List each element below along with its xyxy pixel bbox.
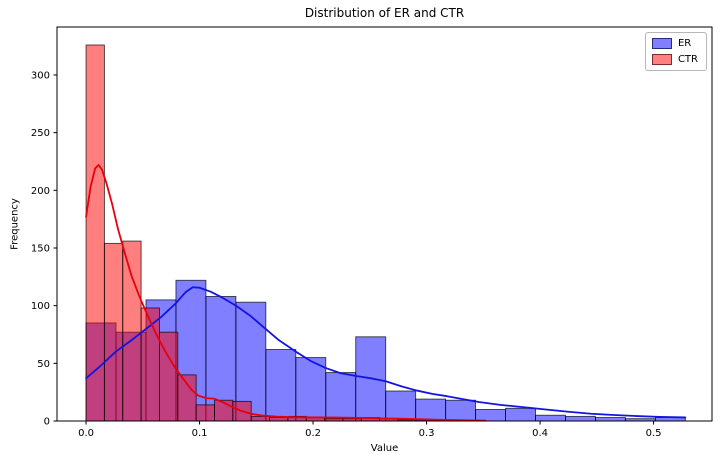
er-bar [415, 398, 447, 422]
axes-layer: 0.0 0.1 0.2 0.3 0.4 0.5 0 50 100 150 200 250 300 [31, 26, 713, 439]
er-bar [295, 357, 327, 422]
y-tick-label: 0 [44, 417, 50, 428]
er-bar [594, 417, 626, 422]
ctr-bar [195, 404, 215, 422]
ctr-bar [122, 240, 142, 422]
ctr-kde-curve [85, 164, 487, 422]
ctr-legend-swatch [651, 54, 672, 65]
er-bar [325, 372, 357, 422]
er-bar [505, 407, 536, 422]
ctr-bar [250, 415, 270, 422]
x-tick-label: 0.4 [532, 428, 548, 439]
er-bar [475, 409, 506, 422]
y-tick-label: 150 [31, 243, 50, 254]
er-bar [265, 349, 297, 422]
er-bar [385, 390, 417, 422]
x-tick-label: 0.3 [419, 428, 435, 439]
legend-item-er: ER [651, 38, 698, 49]
y-tick-label: 250 [31, 128, 50, 139]
ctr-bar [177, 374, 197, 422]
x-tick-label: 0.2 [305, 428, 321, 439]
x-tick-label: 0.5 [646, 428, 662, 439]
er-legend-swatch [651, 38, 672, 49]
x-axis-label: Value [370, 443, 399, 454]
er-bar [565, 415, 596, 422]
kde-curves-layer [85, 164, 687, 422]
legend: ER CTR [644, 32, 707, 71]
x-tick-label: 0.1 [192, 428, 208, 439]
legend-item-ctr: CTR [651, 54, 698, 65]
ctr-legend-label: CTR [677, 54, 698, 65]
x-tick-label: 0.0 [78, 428, 94, 439]
ctr-bars [85, 44, 436, 422]
er-bar [535, 414, 566, 422]
er-bar [445, 399, 477, 422]
er-legend-label: ER [677, 38, 692, 49]
chart-title: Distribution of ER and CTR [304, 6, 465, 20]
y-tick-label: 50 [37, 359, 50, 370]
ctr-bar [103, 242, 124, 422]
bars-layer [85, 44, 686, 422]
plot-spines [56, 26, 713, 422]
er-kde-curve [85, 286, 687, 419]
ctr-bar [269, 417, 289, 422]
y-axis-label: Frequency [9, 198, 21, 250]
y-tick-label: 200 [31, 186, 50, 197]
y-tick-label: 100 [31, 301, 50, 312]
y-tick-label: 300 [31, 70, 50, 81]
